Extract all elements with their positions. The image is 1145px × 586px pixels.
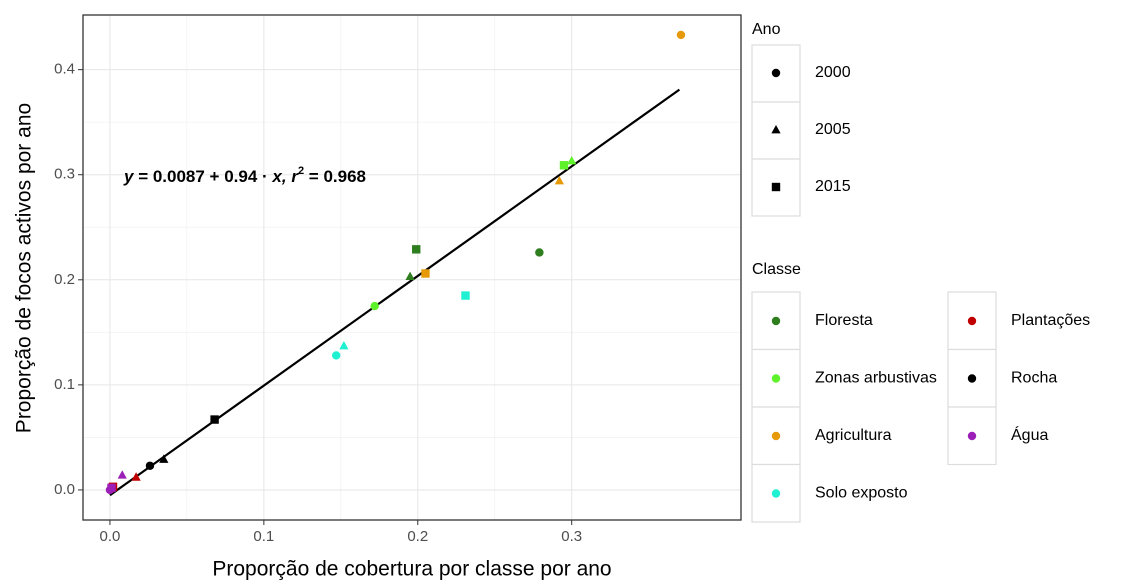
point	[535, 248, 544, 257]
legend-label: 2015	[815, 178, 851, 195]
x-tick-label: 0.3	[561, 528, 582, 545]
panel-border	[82, 14, 742, 521]
legend-label: Rocha	[1011, 370, 1057, 387]
point	[117, 470, 127, 479]
point	[412, 245, 421, 254]
point	[676, 30, 686, 40]
legend-symbol	[967, 374, 977, 383]
annotation-part: x	[271, 167, 283, 186]
legend-symbol	[771, 316, 781, 326]
x-tick-label: 0.2	[407, 528, 428, 545]
y-tick-label: 0.2	[54, 271, 75, 288]
annotation: y = 0.0087 + 0.94 · x, r2 = 0.968	[123, 165, 366, 187]
y-tick-label: 0.3	[54, 166, 75, 183]
point	[554, 175, 564, 185]
point	[567, 156, 577, 165]
legend-symbol	[771, 68, 781, 78]
point	[145, 461, 155, 470]
fit-line	[109, 88, 681, 497]
y-tick-label: 0.4	[54, 61, 75, 78]
x-tick-label: 0.1	[253, 528, 274, 545]
point	[159, 454, 169, 463]
marks	[105, 30, 686, 497]
point	[339, 340, 349, 350]
annotation-part: = 0.0087 + 0.94 ·	[133, 167, 272, 186]
point	[461, 291, 470, 300]
point	[370, 301, 379, 311]
y-tick-label: 0.1	[54, 376, 75, 393]
point	[131, 472, 141, 481]
legend-key	[751, 291, 801, 351]
point	[331, 351, 341, 360]
point	[405, 271, 415, 281]
legend-label: Solo exposto	[815, 485, 908, 502]
annotation-part: , r	[281, 167, 299, 186]
legend-symbol	[967, 431, 977, 441]
y-axis-title: Proporção de focos activos por ano	[13, 103, 36, 433]
legend-label: 2000	[815, 64, 851, 81]
point	[421, 269, 430, 278]
legend-symbol	[771, 374, 781, 383]
annotation-part: = 0.968	[304, 167, 366, 186]
legend-symbol	[967, 316, 977, 326]
legend-label: Plantações	[1011, 312, 1090, 329]
point	[107, 483, 116, 493]
legend-label: Agricultura	[815, 427, 892, 444]
legend-title: Ano	[752, 21, 781, 38]
legend-label: Zonas arbustivas	[815, 370, 937, 387]
legend-label: Floresta	[815, 312, 873, 329]
legend-label: 2005	[815, 121, 851, 138]
legend-title: Classe	[752, 261, 801, 278]
legend-symbol	[771, 182, 781, 192]
legend-symbol	[771, 124, 781, 134]
x-tick-label: 0.0	[100, 528, 121, 545]
legend-symbol	[771, 489, 781, 498]
annotation-part: y	[123, 167, 135, 186]
x-axis-title: Proporção de cobertura por classe por an…	[212, 558, 611, 581]
y-tick-label: 0.0	[54, 481, 75, 498]
legend-label: Água	[1011, 425, 1048, 444]
point	[559, 161, 569, 170]
annotation-part: 2	[298, 165, 304, 177]
point	[210, 415, 219, 424]
legend-symbol	[771, 431, 781, 441]
